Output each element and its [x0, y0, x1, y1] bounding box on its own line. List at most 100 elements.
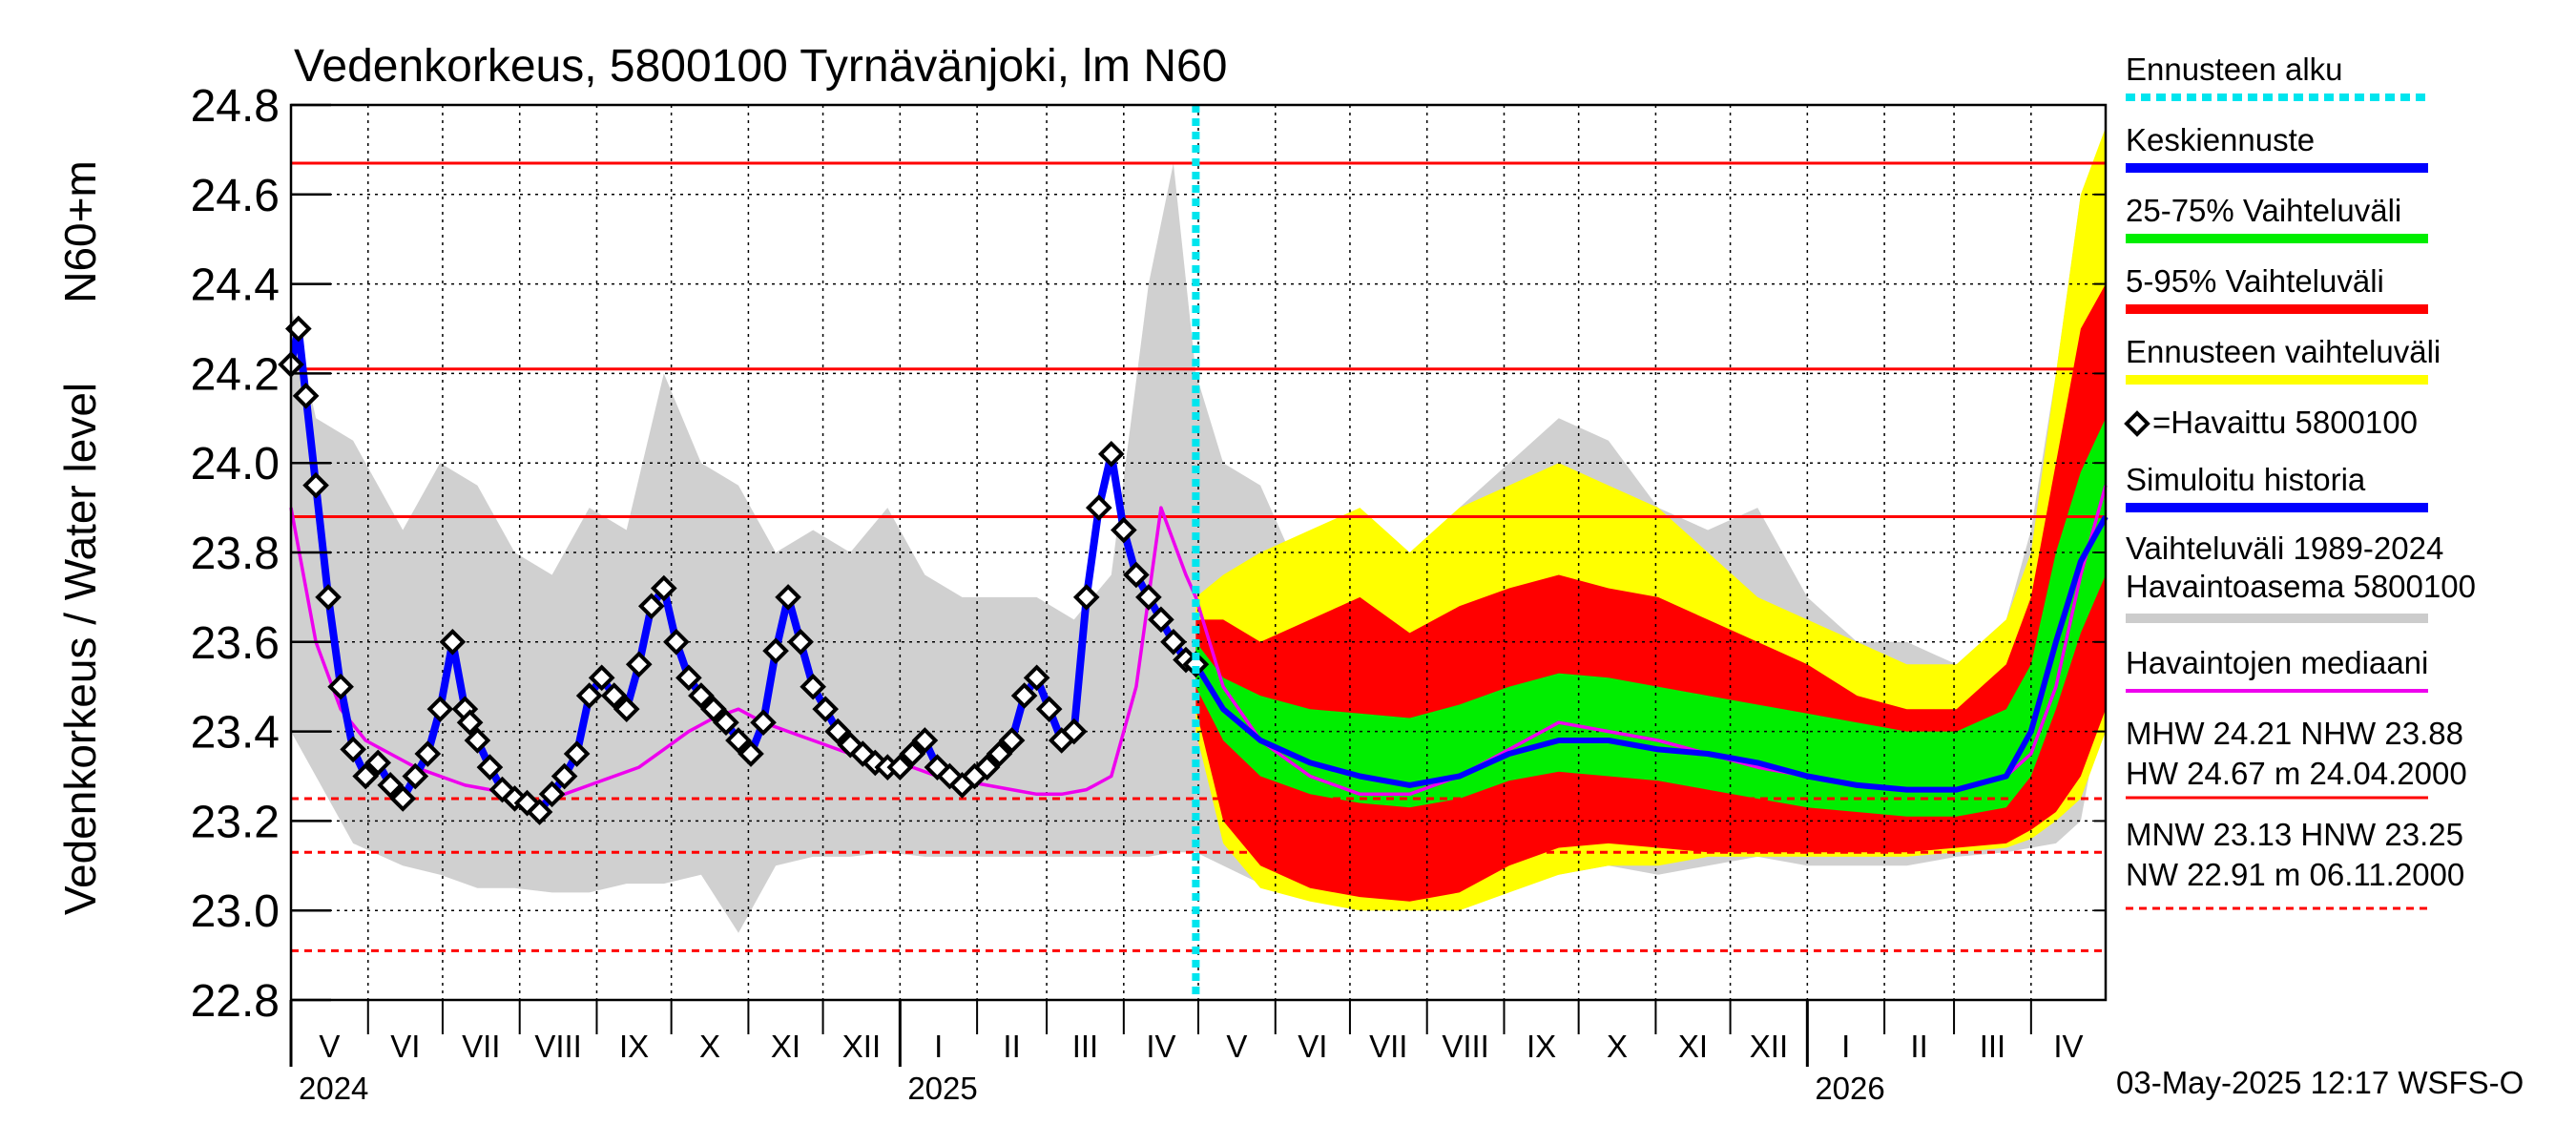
observed-point: [1072, 584, 1100, 611]
legend-label: Keskiennuste: [2126, 122, 2315, 157]
observed-point: [737, 740, 764, 767]
y-tick-label: 24.2: [191, 349, 280, 400]
month-label: VI: [1298, 1029, 1327, 1064]
observed-point: [1123, 561, 1150, 589]
observed-point: [488, 776, 516, 803]
observed-point: [886, 754, 914, 781]
observed-point: [327, 673, 354, 700]
observed-point: [551, 762, 578, 790]
month-label: I: [1841, 1029, 1850, 1064]
month-label: IV: [1146, 1029, 1175, 1064]
chart-title: Vedenkorkeus, 5800100 Tyrnävänjoki, lm N…: [294, 41, 1227, 92]
observed-point: [464, 727, 491, 754]
year-label: 2025: [907, 1071, 977, 1106]
month-label: X: [1607, 1029, 1628, 1064]
y-tick-label: 23.6: [191, 618, 280, 669]
observed-point: [352, 762, 379, 790]
observed-point: [899, 740, 926, 767]
observed-point: [762, 637, 789, 665]
observed-point: [824, 718, 852, 745]
stats-line-1: MHW 24.21 NHW 23.88: [2126, 716, 2463, 751]
legend-swatch-observed: [2124, 410, 2150, 437]
observed-point: [1035, 696, 1063, 722]
y-tick-label: 23.4: [191, 708, 280, 759]
footer-timestamp: 03-May-2025 12:17 WSFS-O: [2116, 1065, 2524, 1100]
observed-point: [302, 471, 329, 499]
forecast-25-75-band: [1195, 418, 2106, 817]
month-label: VIII: [534, 1029, 582, 1064]
month-label: III: [1980, 1029, 2006, 1064]
y-tick-label: 24.4: [191, 260, 280, 311]
observed-point: [725, 727, 752, 754]
observed-point: [526, 799, 553, 825]
month-label: IX: [1527, 1029, 1556, 1064]
legend-label: Havaintoasema 5800100: [2126, 569, 2476, 604]
observed-point: [750, 709, 777, 737]
observed-point: [924, 754, 951, 781]
stats-line-4: NW 22.91 m 06.11.2000: [2126, 857, 2464, 892]
observed-point: [986, 740, 1013, 767]
legend: Ennusteen alku Keskiennuste 25-75% Vaihtel…: [2124, 52, 2476, 693]
observed-point: [637, 593, 665, 620]
observed-point: [1097, 440, 1125, 468]
observed-point: [862, 749, 889, 777]
year-label: 2026: [1815, 1071, 1884, 1106]
observed-point: [600, 682, 628, 709]
observed-point: [663, 628, 690, 656]
month-label: V: [1226, 1029, 1247, 1064]
observed-point: [800, 673, 826, 700]
observed-point: [456, 709, 484, 737]
axes: 24.8 24.6 24.4 24.2 24.0 23.8 23.6 23.4 23.2 23.0…: [191, 81, 2108, 1106]
observed-point: [575, 682, 603, 709]
observed-markers: [278, 315, 1210, 825]
stats-line-3: MNW 23.13 HNW 23.25: [2126, 817, 2463, 852]
y-tick-label: 24.8: [191, 81, 280, 132]
observed-point: [377, 772, 405, 799]
month-label: IV: [2053, 1029, 2083, 1064]
observed-point: [1023, 664, 1050, 692]
month-label: XII: [1750, 1029, 1788, 1064]
observed-point: [364, 749, 392, 777]
observed-point: [1085, 494, 1112, 521]
observed-point: [613, 696, 640, 722]
month-label: I: [934, 1029, 943, 1064]
y-tick-label: 23.8: [191, 529, 280, 579]
stats-line-2: HW 24.67 m 24.04.2000: [2126, 756, 2467, 791]
observed-point: [1182, 651, 1210, 678]
legend-label: Simuloitu historia: [2126, 462, 2366, 497]
observed-point: [625, 651, 653, 678]
month-label: II: [1003, 1029, 1020, 1064]
legend-label: Ennusteen alku: [2126, 52, 2343, 87]
observed-point: [1060, 718, 1088, 745]
observed-point: [688, 682, 715, 709]
month-label: VII: [462, 1029, 500, 1064]
y-tick-label: 23.0: [191, 886, 280, 937]
observed-point: [787, 628, 814, 656]
observed-point: [563, 740, 591, 767]
legend-label: Havaintojen mediaani: [2126, 645, 2428, 680]
y-axis-label-top: N60+m: [55, 160, 105, 303]
legend-label: Vaihteluväli 1989-2024: [2126, 531, 2443, 566]
observed-point: [911, 727, 939, 754]
observed-point: [476, 754, 504, 781]
observed-point: [713, 709, 739, 737]
month-label: XI: [1678, 1029, 1708, 1064]
observed-point: [650, 574, 677, 602]
observed-point: [414, 740, 442, 767]
y-tick-label: 24.0: [191, 439, 280, 489]
y-axis-label-bottom: Vedenkorkeus / Water level: [55, 383, 105, 915]
y-tick-label: 22.8: [191, 976, 280, 1027]
observed-point: [439, 628, 467, 656]
month-label: X: [699, 1029, 720, 1064]
legend-label: 25-75% Vaihteluväli: [2126, 193, 2401, 228]
month-label: IX: [619, 1029, 649, 1064]
observed-point: [1010, 682, 1038, 709]
month-label: XI: [771, 1029, 800, 1064]
observed-point: [292, 383, 320, 409]
legend-label: 5-95% Vaihteluväli: [2126, 263, 2384, 299]
observed-point: [1148, 606, 1174, 634]
month-label: II: [1910, 1029, 1927, 1064]
observed-point: [315, 584, 342, 611]
month-label: VII: [1369, 1029, 1407, 1064]
